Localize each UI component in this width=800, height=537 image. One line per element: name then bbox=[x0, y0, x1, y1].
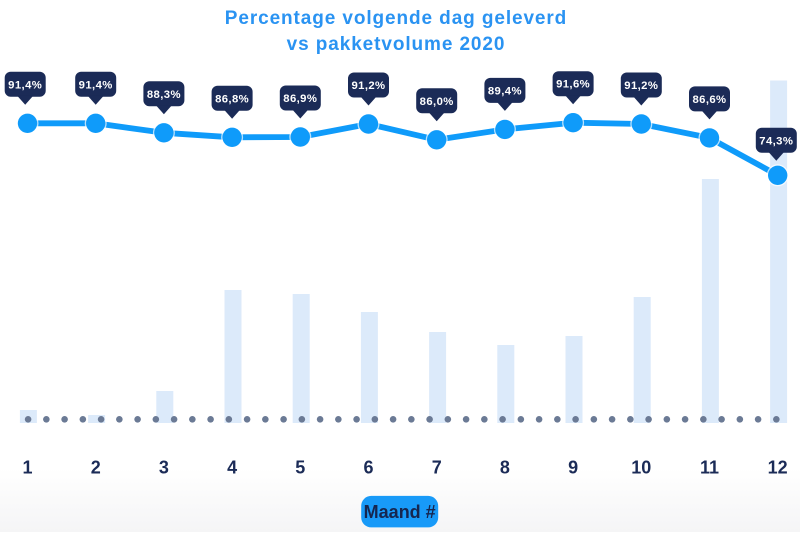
svg-text:91,6%: 91,6% bbox=[556, 79, 590, 91]
svg-text:86,6%: 86,6% bbox=[692, 94, 726, 106]
svg-text:7: 7 bbox=[432, 458, 442, 478]
svg-text:11: 11 bbox=[700, 458, 719, 478]
svg-text:4: 4 bbox=[227, 458, 237, 478]
svg-text:2: 2 bbox=[91, 458, 101, 478]
svg-text:86,8%: 86,8% bbox=[215, 93, 249, 105]
svg-text:86,9%: 86,9% bbox=[283, 93, 317, 105]
svg-text:86,0%: 86,0% bbox=[420, 96, 454, 108]
svg-text:9: 9 bbox=[568, 458, 578, 478]
svg-text:10: 10 bbox=[631, 458, 651, 478]
svg-text:91,2%: 91,2% bbox=[624, 80, 658, 92]
svg-text:Percentage volgende dag geleve: Percentage volgende dag geleverd bbox=[225, 8, 567, 29]
svg-text:1: 1 bbox=[22, 458, 32, 478]
svg-text:89,4%: 89,4% bbox=[488, 85, 522, 97]
svg-text:5: 5 bbox=[295, 458, 305, 478]
svg-text:88,3%: 88,3% bbox=[147, 89, 181, 101]
svg-text:91,4%: 91,4% bbox=[79, 79, 113, 91]
svg-text:Maand #: Maand # bbox=[364, 502, 436, 522]
svg-text:74,3%: 74,3% bbox=[759, 135, 793, 147]
svg-text:91,4%: 91,4% bbox=[8, 79, 42, 91]
svg-text:3: 3 bbox=[159, 458, 169, 478]
svg-text:8: 8 bbox=[500, 458, 510, 478]
svg-text:12: 12 bbox=[768, 458, 788, 478]
svg-text:vs pakketvolume 2020: vs pakketvolume 2020 bbox=[287, 34, 506, 55]
svg-text:6: 6 bbox=[363, 458, 373, 478]
svg-text:91,2%: 91,2% bbox=[351, 80, 385, 92]
